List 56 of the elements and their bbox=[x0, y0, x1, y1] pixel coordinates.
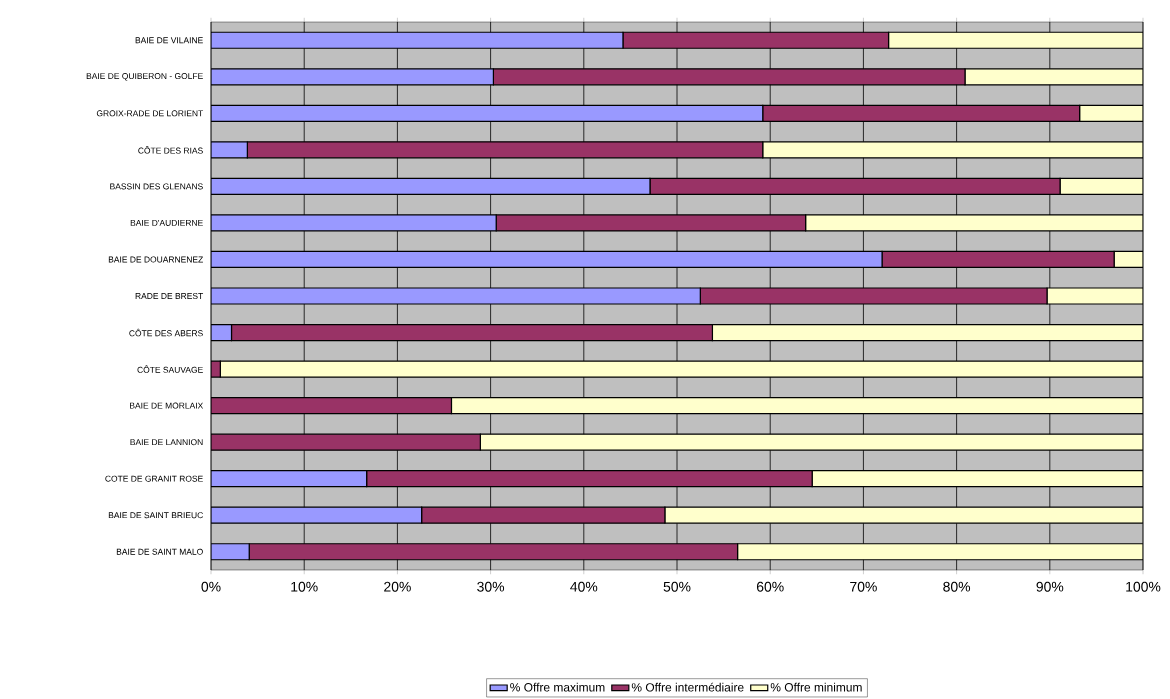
bar bbox=[664, 506, 1144, 524]
bar bbox=[711, 323, 1144, 342]
y-tick-label: RADE DE BREST bbox=[135, 293, 204, 299]
bar bbox=[230, 323, 714, 342]
y-tick-label: CÔTE DES ABERS bbox=[129, 328, 203, 337]
y-tick-label: BAIE DE DOUARNENEZ bbox=[108, 256, 203, 263]
bar bbox=[622, 31, 890, 49]
bar bbox=[450, 397, 1144, 415]
x-tick-label: 60% bbox=[756, 581, 784, 592]
bar bbox=[211, 506, 423, 524]
x-tick-label: 100% bbox=[1126, 581, 1161, 592]
bar bbox=[211, 470, 368, 488]
y-tick-label: BAIE DE VILAINE bbox=[135, 37, 203, 44]
bar bbox=[736, 543, 1144, 561]
bar bbox=[211, 250, 883, 269]
x-tick-label: 90% bbox=[1036, 581, 1064, 592]
x-tick-label: 30% bbox=[477, 581, 505, 592]
y-tick-label: BAIE DE QUIBERON - GOLFE bbox=[86, 73, 203, 81]
bar bbox=[211, 68, 494, 86]
x-tick-label: 20% bbox=[384, 581, 411, 592]
bar bbox=[248, 543, 739, 561]
bar bbox=[421, 506, 666, 524]
y-tick-label: COTE DE GRANIT ROSE bbox=[105, 475, 203, 482]
bar bbox=[211, 543, 250, 561]
legend-label: % Offre intermédiaire bbox=[631, 682, 744, 692]
bar bbox=[211, 104, 764, 122]
y-tick-label: BAIE DE LANNION bbox=[130, 439, 203, 446]
y-tick-label: BAIE DE SAINT MALO bbox=[116, 548, 203, 555]
y-tick-label: BAIE DE MORLAIX bbox=[130, 402, 204, 409]
bar bbox=[649, 177, 1061, 195]
y-tick-label: BAIE D'AUDIERNE bbox=[130, 219, 203, 226]
bar bbox=[211, 397, 453, 415]
y-tick-label: GROIX-RADE DE LORIENT bbox=[96, 110, 204, 117]
bar bbox=[811, 470, 1144, 488]
x-tick-label: 70% bbox=[850, 581, 877, 592]
bar bbox=[366, 470, 813, 488]
x-tick-label: 10% bbox=[291, 581, 318, 592]
bar bbox=[1079, 104, 1144, 122]
x-tick-label: 40% bbox=[570, 581, 598, 592]
x-tick-label: 80% bbox=[943, 581, 971, 592]
y-tick-label: CÔTE SAUVAGE bbox=[137, 365, 203, 373]
legend-label: % Offre maximum bbox=[510, 682, 605, 692]
bar bbox=[211, 177, 651, 195]
y-tick-label: BAIE DE SAINT BRIEUC bbox=[108, 512, 203, 519]
bar bbox=[964, 68, 1144, 86]
y-tick-label: CÔTE DES RIAS bbox=[138, 146, 203, 154]
bar bbox=[492, 68, 966, 86]
bar bbox=[881, 250, 1115, 269]
bar bbox=[1059, 177, 1144, 195]
bar bbox=[762, 104, 1081, 122]
y-tick-label: BASSIN DES GLENANS bbox=[110, 183, 203, 190]
bar bbox=[211, 31, 624, 49]
x-tick-label: 50% bbox=[663, 581, 691, 592]
bar bbox=[887, 31, 1144, 49]
legend-label: % Offre minimum bbox=[770, 682, 862, 692]
x-tick-label: 0% bbox=[201, 581, 221, 592]
